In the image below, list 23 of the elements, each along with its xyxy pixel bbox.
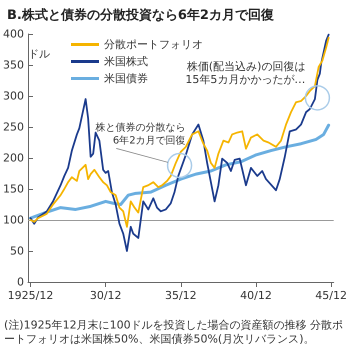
y-tick-label: 400: [3, 28, 24, 40]
y-tick-label: 200: [3, 152, 24, 164]
y-axis-title: ドル: [28, 48, 50, 61]
x-tick-label: 40/12: [240, 289, 272, 302]
legend-label: 米国債券: [104, 72, 148, 85]
y-tick-label: 100: [3, 214, 24, 226]
line-series: [29, 124, 330, 220]
x-tick-label: 45/12: [315, 289, 347, 302]
legend-label: 米国株式: [104, 55, 148, 68]
y-tick-label: 50: [10, 244, 24, 258]
text: (注)1925年12月末に100ドルを投資した場合の資産額の推移 分散ポートフォリオは米国株50%、米国債券50%(月次リバランス)。: [4, 318, 344, 346]
annotation: 株価(配当込み)の回復は 15年5カ月かかったが…: [185, 60, 306, 86]
y-tick-label: 0: [17, 276, 24, 288]
annotation: 株と債券の分散なら 6年2カ月で回復: [94, 121, 186, 146]
y-tick-label: 250: [3, 120, 24, 134]
y-tick-label: 350: [3, 58, 24, 72]
x-tick-label: 1925/12: [8, 289, 54, 302]
y-tick-label: 300: [3, 90, 24, 102]
x-tick-label: 30/12: [90, 289, 122, 302]
chart-title: B.株式と債券の分散投資なら6年2カ月で回復: [7, 7, 274, 23]
x-tick-label: 35/12: [164, 289, 197, 302]
legend-label: 分散ポートフォリオ: [104, 38, 203, 51]
y-tick-label: 150: [3, 182, 24, 196]
